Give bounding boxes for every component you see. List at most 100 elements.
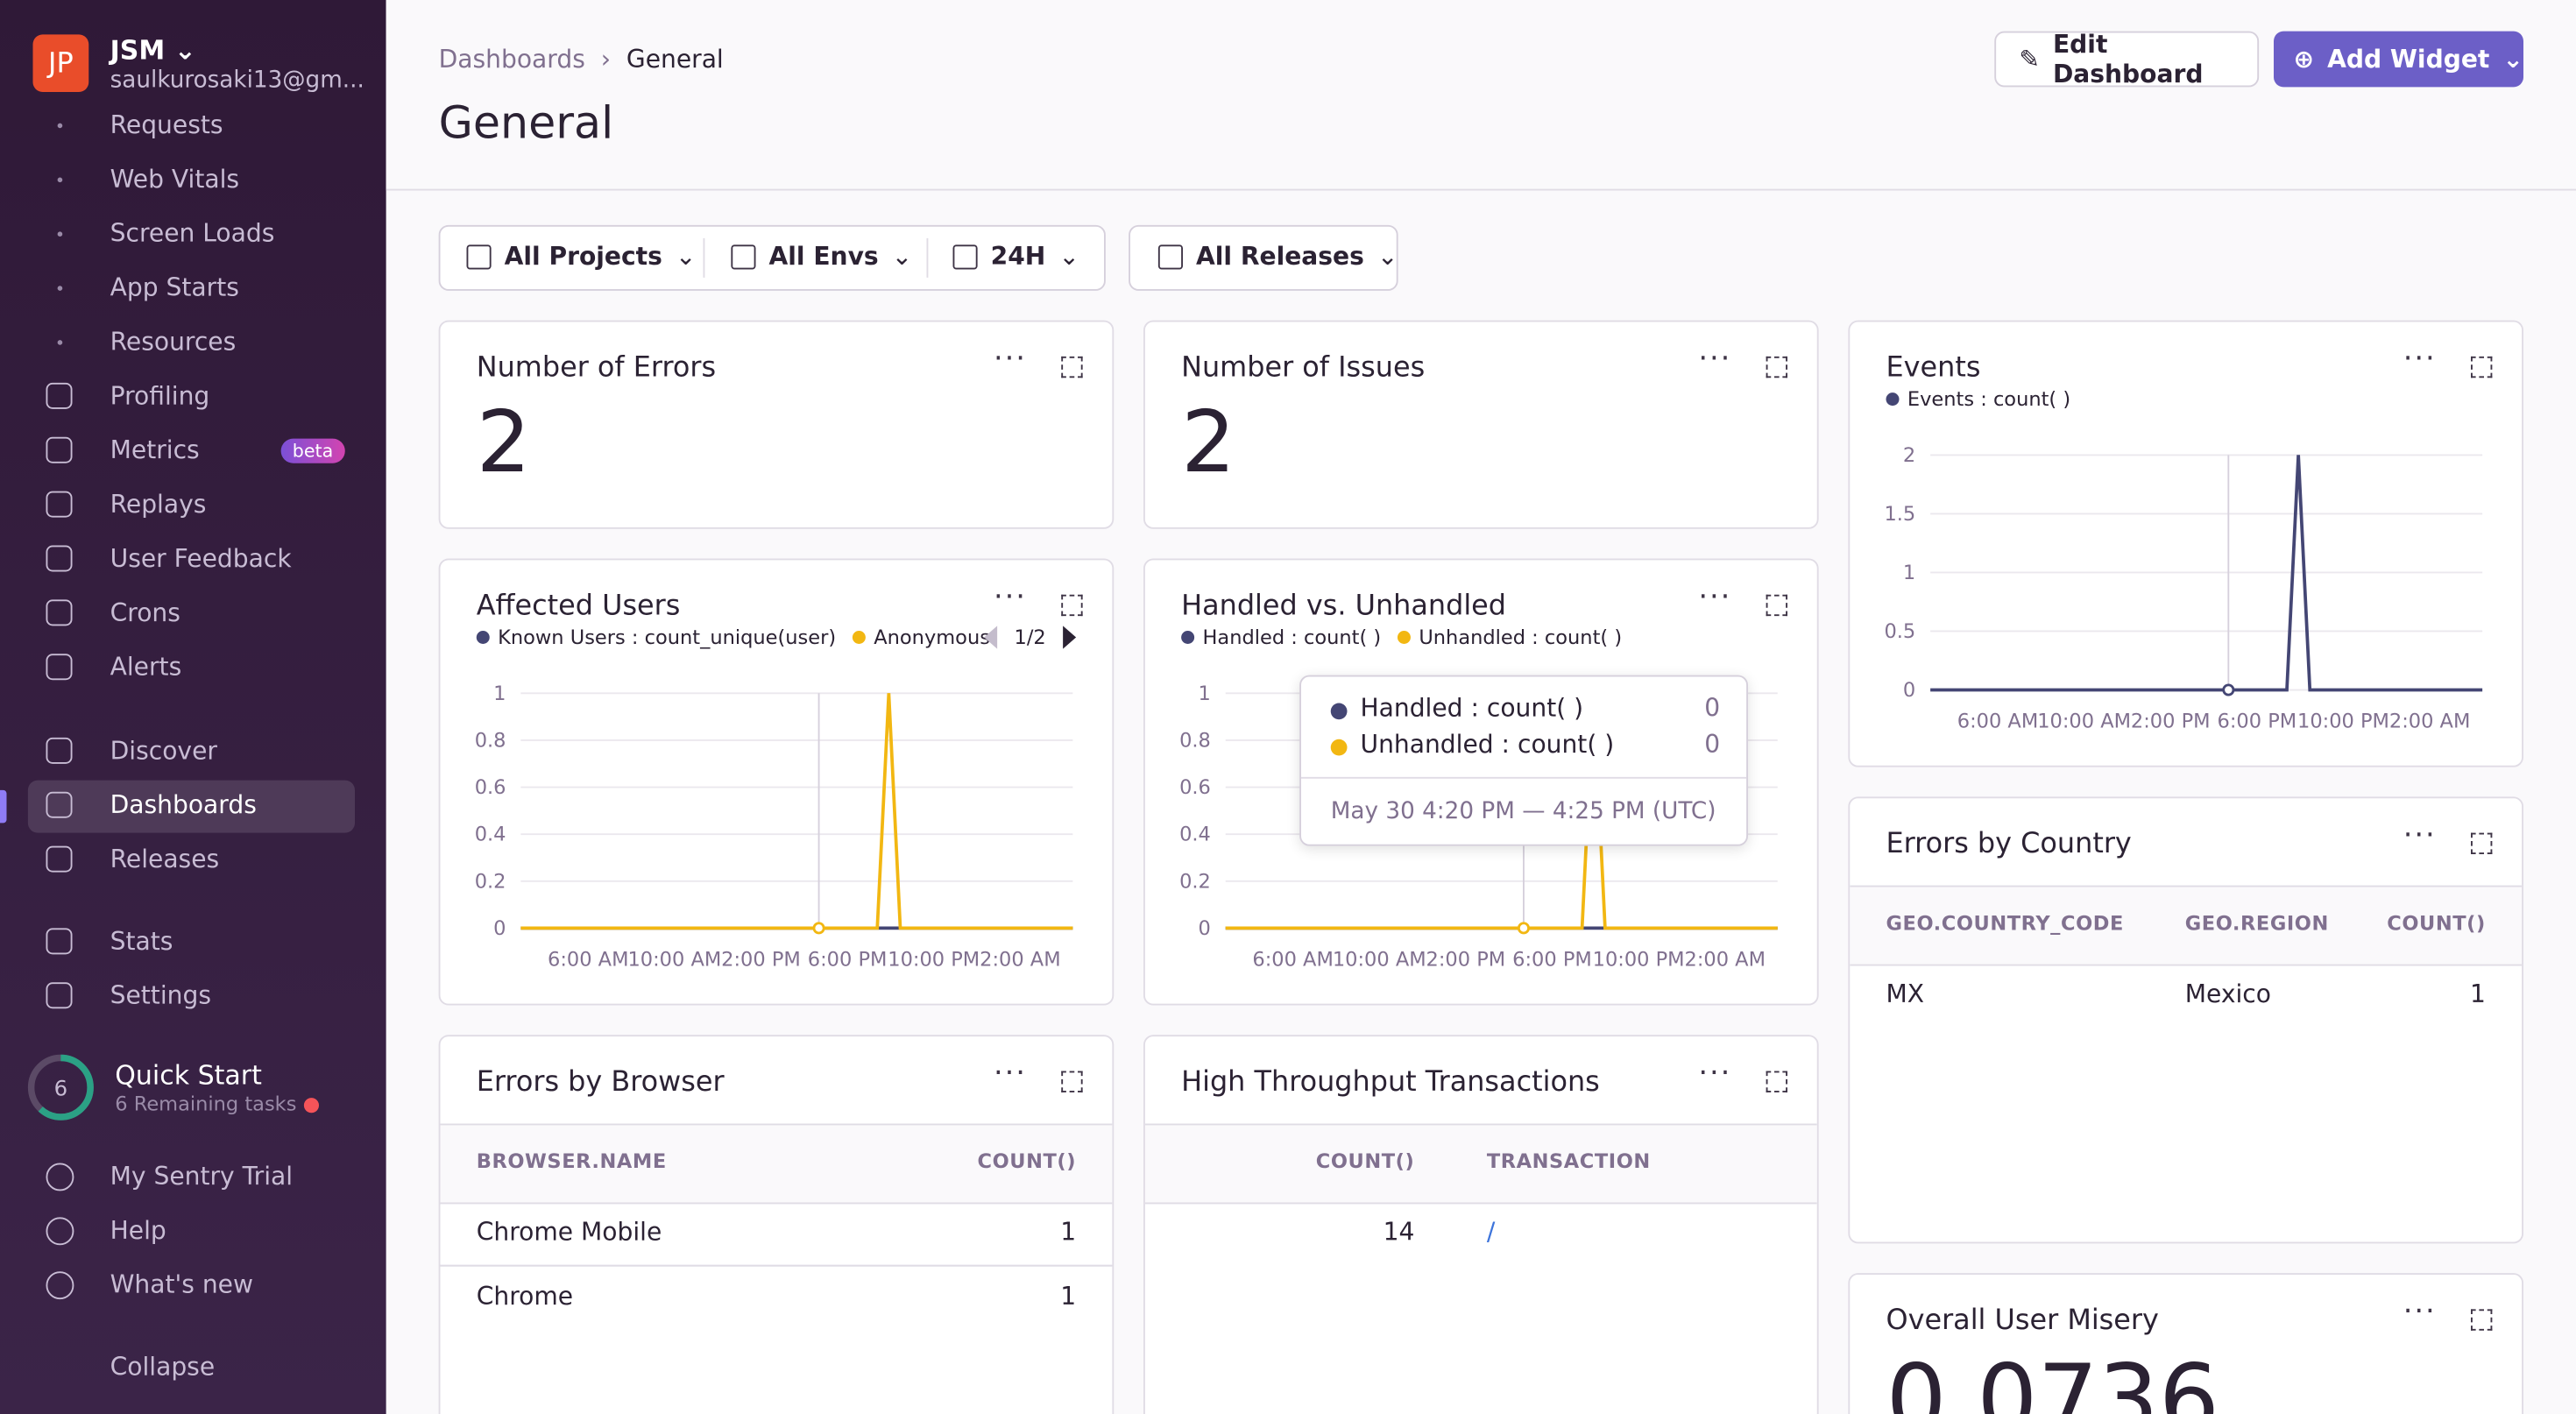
edit-dashboard-text: Edit Dashboard xyxy=(2052,29,2204,89)
quick-start-subtitle: 6 Remaining tasks ● xyxy=(115,1092,321,1116)
widget: Overall User Misery ··· 0.0736 xyxy=(1848,1273,2523,1414)
nav-item[interactable]: Resources xyxy=(110,327,237,357)
table-header: GEO.REGION xyxy=(2184,911,2329,935)
widget-menu[interactable]: ··· xyxy=(994,1056,1027,1091)
legend-label[interactable]: Anonymous xyxy=(874,626,990,649)
filter-button[interactable]: All Releases ⌄ xyxy=(1157,242,1398,271)
pager-prev[interactable] xyxy=(984,626,998,649)
nav-icon xyxy=(46,436,73,463)
quick-start-subtitle-text: 6 Remaining tasks xyxy=(115,1092,297,1116)
legend-label[interactable]: Known Users : count_unique(user) xyxy=(498,626,836,649)
nav-item[interactable]: Settings xyxy=(110,980,211,1011)
widget-expand[interactable] xyxy=(1766,594,1787,617)
x-tick-label: 2:00 AM xyxy=(2389,711,2470,733)
nav-item[interactable]: Crons xyxy=(110,597,180,628)
pager-next[interactable] xyxy=(1063,626,1077,649)
nav-item[interactable]: Discover xyxy=(110,736,217,766)
filter-icon xyxy=(466,244,492,269)
filter-button[interactable]: All Envs ⌄ xyxy=(731,242,912,271)
nav-item[interactable]: Collapse xyxy=(110,1352,216,1382)
filter-icon xyxy=(731,244,756,269)
x-tick-label: 10:00 AM xyxy=(1333,949,1426,972)
hover-point xyxy=(2222,683,2235,696)
nav-item[interactable]: User Feedback xyxy=(110,543,292,574)
nav-item[interactable]: Requests xyxy=(110,110,223,140)
big-number: 2 xyxy=(476,394,531,493)
nav-item[interactable]: Profiling xyxy=(110,381,210,411)
tooltip-dot xyxy=(1330,739,1348,756)
nav-item[interactable]: Help xyxy=(110,1215,166,1246)
nav-icon xyxy=(46,1354,74,1382)
edit-dashboard-button[interactable]: ✎ Edit Dashboard xyxy=(1994,29,2260,89)
nav-icon xyxy=(46,845,73,873)
nav-item[interactable]: Replays xyxy=(110,489,207,520)
nav-item[interactable]: App Starts xyxy=(110,272,239,302)
widget-expand[interactable] xyxy=(2471,356,2493,378)
nav-item[interactable]: Metrics xyxy=(110,435,200,465)
widget: Number of Issues ··· 2 xyxy=(1143,320,1819,529)
widget-expand[interactable] xyxy=(2471,1309,2493,1331)
breadcrumb-link[interactable]: Dashboards xyxy=(438,44,585,74)
table-header-row xyxy=(1144,1123,1817,1205)
widget-expand[interactable] xyxy=(1766,1071,1787,1092)
widget-expand[interactable] xyxy=(1061,356,1083,378)
widget-expand[interactable] xyxy=(1061,594,1083,617)
filter-group xyxy=(438,224,1106,291)
x-tick-label: 2:00 PM xyxy=(1426,949,1506,972)
nav-item[interactable]: Releases xyxy=(110,844,220,874)
filter-button[interactable]: All Projects ⌄ xyxy=(466,241,696,272)
widget-menu[interactable]: ··· xyxy=(994,579,1027,615)
table-cell: Chrome xyxy=(476,1281,574,1311)
filter-icon xyxy=(952,244,978,269)
widget-expand[interactable] xyxy=(2471,832,2493,854)
nav-bullet xyxy=(57,340,63,345)
filter-text: All Projects xyxy=(504,241,662,272)
widget-menu[interactable]: ··· xyxy=(2403,342,2437,377)
widget-expand[interactable] xyxy=(1766,356,1787,378)
filter-button[interactable]: 24H ⌄ xyxy=(952,241,1079,272)
tooltip-divider xyxy=(1301,776,1747,779)
avatar[interactable]: JP xyxy=(32,34,89,92)
legend-dot xyxy=(1181,631,1195,644)
legend-label[interactable]: Unhandled : count( ) xyxy=(1419,626,1622,649)
tooltip: Handled : count( ) 0 Unhandled : count( ) 0… xyxy=(1299,675,1748,846)
x-tick-label: 2:00 AM xyxy=(980,949,1060,972)
avatar-text: JP xyxy=(48,46,74,80)
widget: Events ··· 0 0.5 1 1.5 2 6:00 AM 10:00 AM 2:00 PM… xyxy=(1848,320,2523,767)
legend-label[interactable]: Events : count( ) xyxy=(1907,388,2070,411)
nav-item[interactable]: What's new xyxy=(110,1269,253,1300)
widget-menu[interactable]: ··· xyxy=(1698,342,1732,377)
filter-text: 24H xyxy=(990,241,1046,272)
widget: Handled vs. Unhandled ··· 0 0.2 0.4 0.6 0.8 1 6:… xyxy=(1143,558,1819,1006)
tooltip-value: 0 xyxy=(1704,729,1721,760)
org-name[interactable]: JSM ⌄ xyxy=(110,34,196,66)
table-header-row xyxy=(1850,885,2523,966)
widget-menu[interactable]: ··· xyxy=(1698,1056,1732,1091)
widget-title: Overall User Misery xyxy=(1886,1304,2159,1338)
x-tick-label: 2:00 PM xyxy=(2131,711,2211,733)
quick-start-title[interactable]: Quick Start xyxy=(115,1059,262,1091)
y-tick-label: 0 xyxy=(1199,917,1211,940)
email: saulkurosaki13@gm... xyxy=(110,67,364,94)
widget-menu[interactable]: ··· xyxy=(2403,1294,2437,1329)
legend-label[interactable]: Handled : count( ) xyxy=(1203,626,1382,649)
widget-menu[interactable]: ··· xyxy=(994,342,1027,377)
widget-expand[interactable] xyxy=(1061,1071,1083,1092)
nav-item[interactable]: Stats xyxy=(110,926,173,957)
nav-item[interactable]: Screen Loads xyxy=(110,218,275,249)
add-widget-button[interactable]: ⊕ Add Widget ⌄ xyxy=(2274,31,2523,88)
widget-menu[interactable]: ··· xyxy=(2403,817,2437,853)
nav-item[interactable]: Dashboards xyxy=(110,789,257,820)
nav-item[interactable]: My Sentry Trial xyxy=(110,1161,294,1191)
nav-icon xyxy=(46,1217,74,1246)
widget-menu[interactable]: ··· xyxy=(1698,579,1732,615)
table-cell: Mexico xyxy=(2184,979,2271,1009)
page-title: General xyxy=(438,98,614,150)
table-cell: 1 xyxy=(1060,1217,1077,1248)
table-cell: 1 xyxy=(2469,979,2486,1009)
nav-item[interactable]: Web Vitals xyxy=(110,164,240,194)
y-tick-label: 0.8 xyxy=(1179,729,1211,752)
widget: Errors by Browser ··· BROWSER.NAME COUNT() C… xyxy=(438,1035,1115,1414)
nav-item[interactable]: Alerts xyxy=(110,652,182,682)
